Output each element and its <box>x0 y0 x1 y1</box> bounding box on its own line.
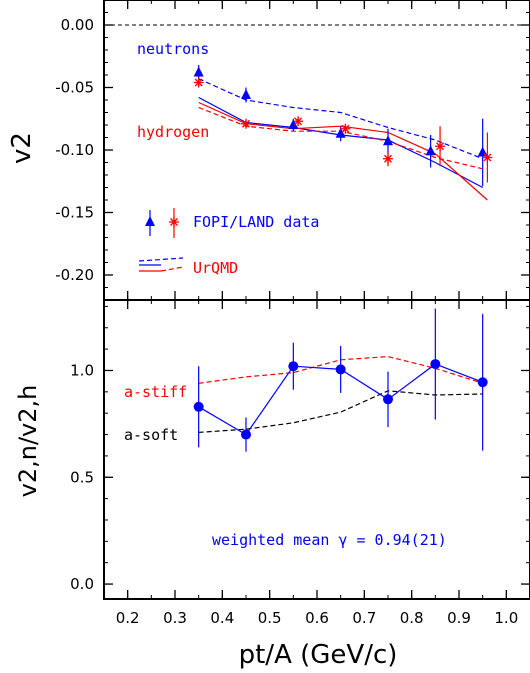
legend: FOPI/LAND data UrQMD <box>138 208 319 277</box>
xtick-label: 0.9 <box>447 609 471 627</box>
x-axis: 0.2 0.3 0.4 0.5 0.6 0.7 0.8 0.9 1.0 <box>116 609 519 627</box>
point-hydrogen <box>383 153 393 164</box>
top-panel: 0.00 -0.05 -0.10 -0.15 -0.20 <box>55 0 530 300</box>
model-line-a-soft <box>198 390 483 433</box>
top-ytick-label: 0.00 <box>61 16 94 34</box>
xtick-label: 0.6 <box>305 609 329 627</box>
legend-dashed-blue <box>138 257 184 262</box>
point-neutrons <box>193 66 204 77</box>
top-ytick-label: -0.15 <box>55 204 94 222</box>
a-stiff-label: a-stiff <box>124 383 187 401</box>
point-hydrogen <box>340 123 351 134</box>
top-ytick-label: -0.05 <box>55 79 94 97</box>
asterisk-stroke <box>242 119 250 128</box>
xtick-label: 0.3 <box>163 609 187 627</box>
xtick-label: 0.7 <box>352 609 376 627</box>
point-hydrogen <box>193 77 204 88</box>
xtick-label: 0.5 <box>258 609 282 627</box>
asterisk-stroke <box>294 117 303 126</box>
bottom-ytick-label: 0.0 <box>70 575 94 593</box>
point-hydrogen <box>435 141 446 152</box>
point-neutrons <box>425 145 436 156</box>
point-neutrons <box>241 89 251 99</box>
point-hydrogen <box>482 152 493 163</box>
asterisk-stroke <box>436 142 445 151</box>
point-ratio <box>241 429 251 440</box>
point-ratio <box>288 361 299 372</box>
point-ratio <box>383 394 393 405</box>
model-line-hydrogen-urqmd-a-stiff <box>198 101 488 201</box>
top-y-axis-title: v2 <box>7 132 37 164</box>
point-neutrons <box>335 127 346 138</box>
point-ratio <box>430 359 441 370</box>
top-ytick-label: -0.10 <box>55 141 94 159</box>
asterisk-stroke <box>341 124 350 133</box>
point-neutrons <box>383 135 393 146</box>
bottom-panel: 0.0 0.5 1.0 <box>70 300 530 599</box>
legend-dashed-red <box>160 266 184 272</box>
legend-triangle-marker <box>145 216 155 226</box>
bottom-y-axis-title: v2,n/v2,h <box>14 385 42 498</box>
point-neutrons <box>288 119 299 129</box>
asterisk-stroke <box>483 153 492 162</box>
legend-model-label: UrQMD <box>193 259 238 277</box>
legend-data-label: FOPI/LAND data <box>193 213 319 231</box>
weighted-mean-label: weighted mean γ = 0.94(21) <box>212 531 447 549</box>
point-hydrogen <box>241 118 251 129</box>
point-ratio <box>335 364 346 375</box>
xtick-label: 0.8 <box>400 609 424 627</box>
point-ratio <box>477 377 488 388</box>
bottom-ytick-label: 0.5 <box>70 468 94 486</box>
asterisk-stroke <box>194 78 203 87</box>
xtick-label: 0.2 <box>116 609 140 627</box>
neutrons-label: neutrons <box>137 40 209 58</box>
xtick-label: 1.0 <box>494 609 518 627</box>
top-ytick-label: -0.20 <box>55 266 94 284</box>
point-neutrons <box>477 146 488 157</box>
bottom-ytick-label: 1.0 <box>70 361 94 379</box>
bottom-panel-frame <box>103 299 530 600</box>
x-axis-title: pt/A (GeV/c) <box>239 640 398 670</box>
legend-asterisk-marker <box>169 217 179 227</box>
asterisk-stroke <box>384 154 392 163</box>
xtick-label: 0.4 <box>210 609 234 627</box>
hydrogen-label: hydrogen <box>137 123 209 141</box>
point-hydrogen <box>293 116 304 127</box>
a-soft-label: a-soft <box>124 426 178 444</box>
point-ratio <box>193 401 204 412</box>
